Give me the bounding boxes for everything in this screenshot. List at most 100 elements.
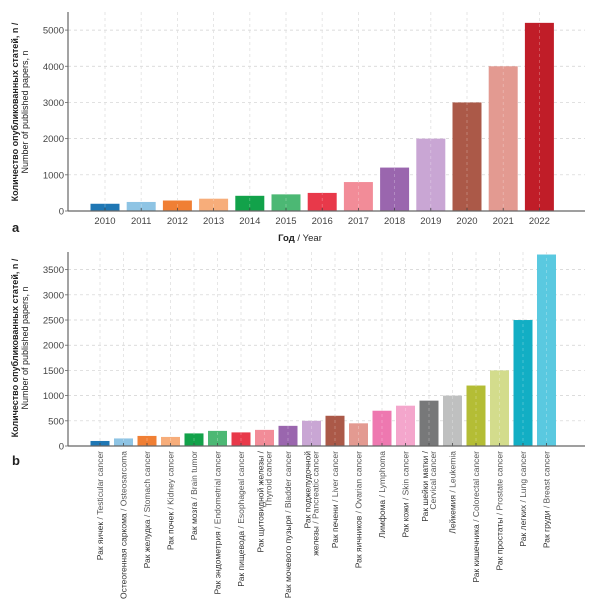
panel-label: b — [12, 453, 20, 468]
y-tick-label: 1500 — [43, 366, 64, 377]
x-axis-label: Год / Year — [278, 233, 322, 244]
x-tick-label: Рак яичек / Testicular cancer — [95, 451, 105, 560]
bar — [90, 203, 120, 211]
bar — [278, 425, 298, 446]
x-tick-label-ru: Рак легких — [518, 503, 528, 547]
x-tick-label: Рак щитовидной железы /Thyroid cancer — [256, 450, 274, 552]
x-tick-label: 2021 — [493, 216, 514, 227]
x-tick-label: Остеогенная саркома / Osteosarcoma — [119, 451, 129, 599]
x-tick-label: 2014 — [239, 216, 260, 227]
panel-a-chart: 0 1000 2000 3000 4000 5000 Количество опублико… — [10, 12, 585, 244]
x-tick-label: Рак простаты / Prostate cancer — [495, 451, 505, 571]
x-tick-label: Рак печени / Liver cancer — [330, 451, 340, 548]
x-tick-label-en: / Brain tumor — [189, 451, 199, 500]
y-tick-label: 4000 — [43, 62, 64, 73]
y-tick-label: 2000 — [43, 134, 64, 145]
bar — [271, 194, 301, 211]
panel-label: a — [12, 220, 20, 235]
y-axis-label-en: Number of published papers, n — [20, 50, 30, 173]
y-axis-label-ru: Количество опубликованных статей, n / — [10, 258, 20, 437]
x-tick-label-ru: Рак яичников — [354, 513, 364, 568]
x-tick-label: Рак поджелудочнойжелезы / Pancreatic can… — [303, 451, 321, 556]
x-tick-label-ru: Рак груди — [542, 508, 552, 548]
bar — [466, 385, 486, 446]
x-tick-label-en: / Osteosarcoma — [119, 451, 129, 511]
x-tick-label: 2020 — [456, 216, 477, 227]
bar — [349, 423, 368, 446]
y-tick-label: 2000 — [43, 341, 64, 352]
y-axis-label: Количество опубликованных статей, n /Num… — [10, 22, 30, 201]
bar — [199, 198, 229, 211]
x-tick-label-ru: Рак поджелудочной — [303, 451, 313, 529]
x-tick-label-en: / Leukemia — [448, 451, 458, 493]
bar — [396, 405, 415, 446]
bar — [380, 167, 410, 211]
y-axis-label: Количество опубликованных статей, n /Num… — [10, 258, 30, 437]
x-tick-label: Лимфома / Lymphoma — [377, 451, 387, 539]
bar — [325, 415, 345, 446]
x-tick-label: Лейкемия / Leukemia — [448, 451, 458, 534]
bar — [343, 182, 373, 211]
bar — [524, 22, 554, 211]
x-tick-label: Рак мозга / Brain tumor — [189, 451, 199, 540]
x-tick-label: 2015 — [275, 216, 296, 227]
bar — [126, 201, 156, 211]
x-tick-label: 2019 — [420, 216, 441, 227]
x-tick-label-ru: Рак щитовидной железы / — [256, 450, 266, 552]
bar — [416, 138, 446, 211]
x-tick-label: Рак почек / Kidney cancer — [166, 451, 176, 550]
y-tick-label: 1000 — [43, 391, 64, 402]
x-tick-label-ru: Рак мозга — [189, 500, 199, 541]
x-tick-label-ru: Лейкемия — [448, 493, 458, 534]
bar — [161, 436, 180, 446]
x-tick-label-ru: Рак шейки матки / — [420, 450, 430, 521]
bar — [208, 430, 227, 446]
x-tick-label: 2018 — [384, 216, 405, 227]
x-tick-label: Рак пищевода / Esophageal cancer — [236, 451, 246, 587]
bar — [537, 254, 556, 446]
x-tick-label-ru: Рак кожи — [401, 500, 411, 537]
x-tick-label-en: / Lung cancer — [518, 451, 528, 503]
x-tick-label: Рак кишечника / Colorectal cancer — [471, 451, 481, 583]
y-tick-label: 3000 — [43, 290, 64, 301]
bar — [490, 370, 509, 446]
x-tick-label: Рак мочевого пузыря / Bladder cancer — [283, 451, 293, 598]
x-tick-label-en: / Esophageal cancer — [236, 451, 246, 529]
x-tick-label-en: / Stomach cancer — [142, 451, 152, 517]
bar — [255, 429, 274, 446]
x-tick-label: 2012 — [167, 216, 188, 227]
bar — [452, 102, 482, 211]
x-tick-label: Рак эндометрия / Endometrial cancer — [213, 451, 223, 595]
x-tick-label-en: / Liver cancer — [330, 451, 340, 502]
bar — [419, 400, 439, 446]
x-tick-label: 2016 — [312, 216, 333, 227]
x-tick-label-en: / Lymphoma — [377, 451, 387, 498]
x-tick-label: 2022 — [529, 216, 550, 227]
x-tick-label: 2017 — [348, 216, 369, 227]
x-tick-label-ru: Рак почек — [166, 510, 176, 551]
x-tick-label-ru: Лимфома — [377, 497, 387, 538]
x-tick-label-en: / Kidney cancer — [166, 451, 176, 510]
x-tick-label-ru: Рак кишечника — [471, 522, 481, 583]
bar — [184, 433, 204, 446]
x-tick-label-en: Cervical cancer — [428, 451, 438, 510]
panel-b-chart: 0 500 1000 1500 2000 2500 3000 3500 Количество о… — [10, 252, 585, 599]
bar — [307, 192, 337, 211]
bar — [162, 200, 192, 211]
bar — [114, 438, 133, 446]
x-axis-label-en: / Year — [295, 233, 322, 244]
x-tick-label-ru: Остеогенная саркома — [119, 511, 129, 599]
x-tick-label-en: / Skin cancer — [401, 451, 411, 500]
x-tick-label-ru: железы — [311, 524, 321, 556]
x-tick-label-en: / Prostate cancer — [495, 451, 505, 515]
x-tick-label-ru: Рак желудка — [142, 517, 152, 568]
bar — [231, 432, 251, 446]
x-tick-label-en: / Testicular cancer — [95, 451, 105, 520]
x-tick-label-ru: Рак яичек — [95, 520, 105, 561]
x-tick-label: 2013 — [203, 216, 224, 227]
x-tick-label: Рак легких / Lung cancer — [518, 451, 528, 547]
x-tick-label-en: / Pancreatic cancer — [311, 451, 321, 524]
bar — [137, 435, 157, 446]
bar — [488, 66, 518, 211]
